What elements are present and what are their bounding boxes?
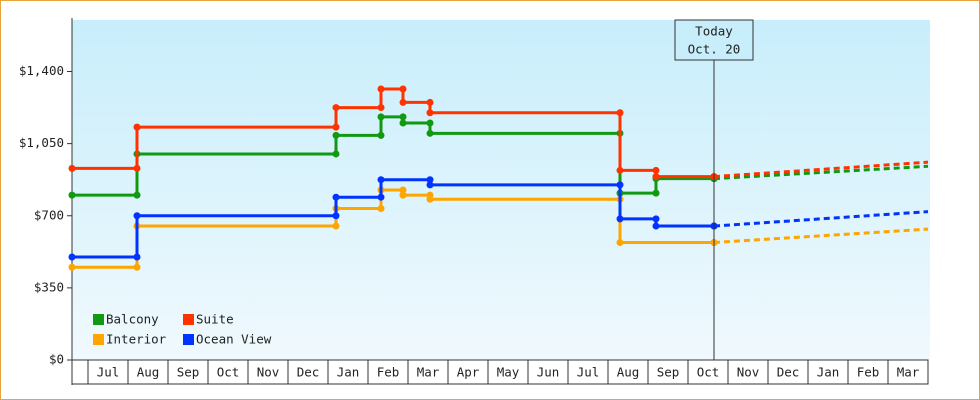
price-point: [399, 113, 407, 121]
price-point: [399, 85, 407, 93]
price-point: [616, 166, 624, 174]
price-point: [133, 212, 141, 220]
x-tick-label: Aug: [617, 365, 640, 380]
x-tick-label: Sep: [177, 365, 200, 380]
price-point: [377, 104, 385, 112]
price-point: [377, 193, 385, 201]
legend-label: Suite: [196, 312, 234, 327]
price-line: [72, 178, 714, 259]
y-tick-label: $0: [49, 352, 64, 367]
price-point: [377, 176, 385, 184]
price-point: [332, 104, 340, 112]
legend-swatch: [183, 334, 194, 345]
y-tick-label: $700: [34, 207, 64, 222]
price-point: [133, 164, 141, 172]
legend-swatch: [93, 314, 104, 325]
price-point: [616, 239, 624, 247]
today-box: [674, 19, 754, 61]
x-tick-label: Apr: [457, 365, 480, 380]
price-point: [68, 191, 76, 199]
today-label: Today: [695, 24, 733, 39]
price-point: [68, 164, 76, 172]
legend-label: Ocean View: [196, 332, 272, 347]
price-point: [426, 109, 434, 117]
price-point: [426, 195, 434, 203]
legend-swatch: [183, 314, 194, 325]
y-tick-label: $1,400: [19, 63, 64, 78]
x-tick-label: Nov: [737, 365, 760, 380]
legend-label: Balcony: [106, 312, 159, 327]
price-point: [652, 222, 660, 230]
price-point: [133, 263, 141, 271]
plot-area: [72, 20, 930, 360]
price-point: [616, 181, 624, 189]
price-point: [426, 98, 434, 106]
price-point: [399, 191, 407, 199]
price-point: [377, 85, 385, 93]
price-point: [133, 191, 141, 199]
x-tick-label: Feb: [857, 365, 880, 380]
x-tick-label: Dec: [777, 365, 800, 380]
price-point: [332, 212, 340, 220]
x-tick-label: Nov: [257, 365, 280, 380]
x-tick-label: Jan: [337, 365, 360, 380]
forecast-line: [713, 227, 929, 245]
x-tick-label: Jul: [97, 365, 120, 380]
price-point: [68, 263, 76, 271]
x-tick-label: Aug: [137, 365, 160, 380]
today-label: Oct. 20: [688, 42, 741, 57]
x-tick-label: Sep: [657, 365, 680, 380]
y-tick-label: $1,050: [19, 135, 64, 150]
price-point: [332, 123, 340, 131]
price-point: [133, 123, 141, 131]
x-tick-label: Jan: [817, 365, 840, 380]
x-tick-label: Jul: [577, 365, 600, 380]
price-point: [652, 189, 660, 197]
price-point: [399, 186, 407, 194]
x-tick-label: Mar: [897, 365, 920, 380]
price-point: [332, 222, 340, 230]
price-point: [399, 119, 407, 127]
forecast-line: [713, 210, 929, 228]
price-point: [332, 150, 340, 158]
forecast-line: [713, 160, 929, 179]
price-point: [377, 131, 385, 139]
price-point: [426, 181, 434, 189]
x-tick-label: Oct: [697, 365, 720, 380]
x-tick-label: Dec: [297, 365, 320, 380]
price-point: [426, 129, 434, 137]
price-point: [377, 205, 385, 213]
price-line: [72, 87, 714, 179]
price-point: [616, 109, 624, 117]
legend-label: Interior: [106, 332, 167, 347]
x-tick-label: Oct: [217, 365, 240, 380]
x-tick-label: Jun: [537, 365, 560, 380]
x-tick-label: Mar: [417, 365, 440, 380]
price-line: [72, 188, 714, 269]
x-tick-label: May: [497, 365, 520, 380]
x-axis-band: [71, 359, 929, 385]
price-point: [377, 113, 385, 121]
legend-swatch: [93, 334, 104, 345]
price-point: [332, 131, 340, 139]
price-point: [652, 215, 660, 223]
price-point: [133, 253, 141, 261]
forecast-line: [713, 164, 929, 181]
price-point: [426, 176, 434, 184]
price-point: [399, 98, 407, 106]
y-tick-label: $350: [34, 279, 64, 294]
price-point: [652, 173, 660, 181]
price-point: [426, 119, 434, 127]
price-point: [616, 215, 624, 223]
price-point: [332, 193, 340, 201]
price-point: [68, 253, 76, 261]
x-tick-label: Feb: [377, 365, 400, 380]
price-point: [652, 166, 660, 174]
